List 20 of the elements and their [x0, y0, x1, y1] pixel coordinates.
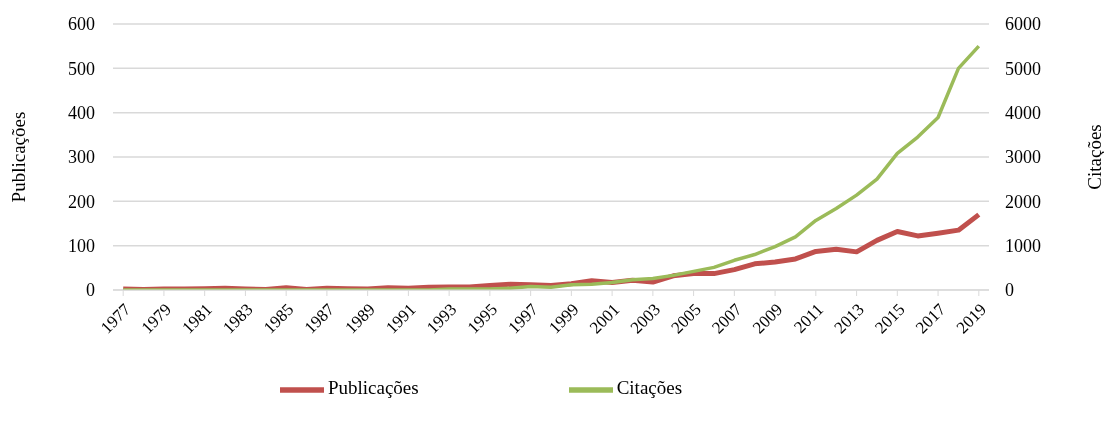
- y2-tick-label: 0: [1005, 280, 1014, 301]
- line-series: [121, 44, 981, 290]
- y2-tick-label: 1000: [1005, 236, 1041, 257]
- y-tick-label: 0: [86, 280, 95, 301]
- y2-tick-label: 3000: [1005, 147, 1041, 168]
- y-tick-label: 500: [68, 58, 95, 79]
- y-axis-title: Publicações: [7, 111, 29, 203]
- y2-axis-title: Citações: [1083, 124, 1105, 190]
- legend-label: Publicações: [327, 377, 419, 399]
- y-tick-label: 600: [68, 14, 95, 35]
- y-tick-label: 100: [68, 236, 95, 257]
- y2-tick-label: 4000: [1005, 103, 1041, 124]
- y2-tick-label: 6000: [1005, 14, 1041, 35]
- legend-label: Citações: [616, 377, 683, 399]
- y-tick-label: 300: [68, 147, 95, 168]
- y-tick-label: 200: [68, 191, 95, 212]
- y2-tick-label: 2000: [1005, 191, 1041, 212]
- x-tick-label: 1981: [178, 299, 216, 338]
- y-tick-label: 400: [68, 103, 95, 124]
- y2-tick-label: 5000: [1005, 58, 1041, 79]
